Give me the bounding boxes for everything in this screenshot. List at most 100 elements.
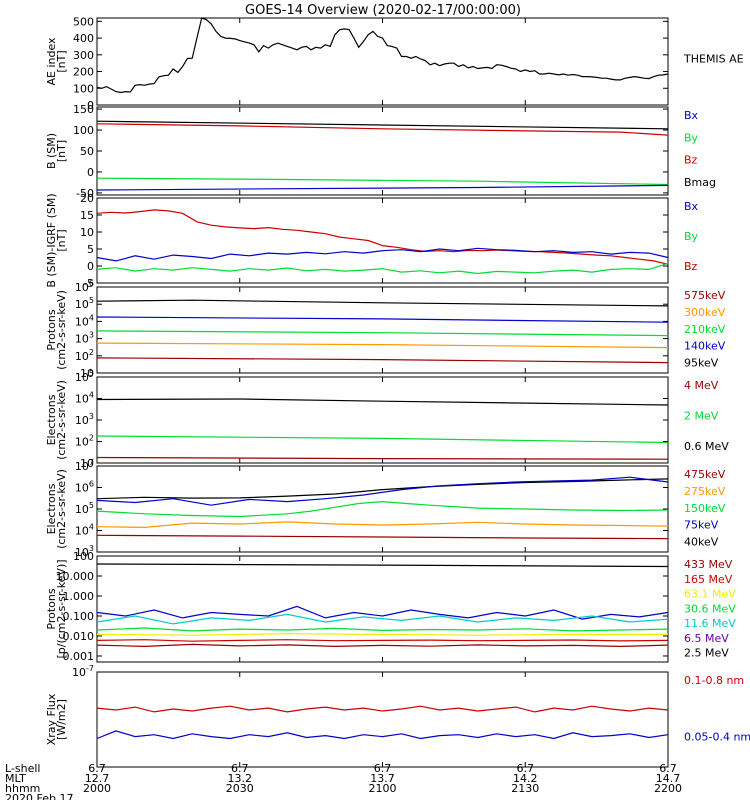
ephemeris-value: 6.7 <box>88 762 106 775</box>
y-axis-label: Electrons <box>45 483 58 534</box>
y-tick-label: 0 <box>87 166 94 179</box>
y-tick-label: 50 <box>80 145 94 158</box>
y-tick-label: 300 <box>73 49 94 62</box>
ephemeris-value: 13.2 <box>228 772 253 785</box>
legend-entry: Bz <box>684 154 698 167</box>
y-tick-label: 10-7 <box>72 664 94 679</box>
y-tick-label: 103 <box>75 331 94 346</box>
ephemeris-row-label: hhmm <box>5 782 40 795</box>
ephemeris-value: 2130 <box>511 782 539 795</box>
series-11-6-mev <box>96 613 669 625</box>
series-40kev <box>96 478 669 500</box>
chart-title: GOES-14 Overview (2020-02-17/00:00:00) <box>245 3 521 18</box>
panel-frame <box>96 197 669 284</box>
ephemeris-row-label: 2020 Feb 17 <box>5 792 73 800</box>
ephemeris-value: 6.7 <box>231 762 249 775</box>
series-433-mev <box>96 643 669 648</box>
panel-frame <box>96 465 669 553</box>
panel-xray: 10-7 Xray Flux[W/m2] 0.1-0.8 nm 0.05-0.4 nm <box>45 664 750 768</box>
y-axis-label: Electrons <box>45 394 58 445</box>
y-tick-label: 104 <box>75 313 94 328</box>
series-140kev <box>96 316 669 323</box>
panel-protons2: 0.001 0.010 0.100 1.000 10.000 100 Protons[p/(… <box>45 550 736 663</box>
panel-bsm: -50 0 50 100 150 B (SM)[nT] Bx By Bz Bmag <box>45 103 716 200</box>
y-axis-label: B (SM) <box>45 133 58 169</box>
series-bz <box>96 209 669 265</box>
y-tick-label: 400 <box>73 32 94 45</box>
y-tick-label: 0.010 <box>63 630 95 643</box>
legend-entry: 11.6 MeV <box>684 617 736 630</box>
legend-entry: 165 MeV <box>684 573 733 586</box>
series-0-1-0-8-nm <box>96 705 669 713</box>
legend-entry: 140keV <box>684 340 726 353</box>
series-475kev <box>96 534 669 540</box>
y-tick-label: 0 <box>87 260 94 273</box>
series-275kev <box>96 521 669 529</box>
y-tick-label: 107 <box>75 458 94 473</box>
series-575kev <box>96 357 669 364</box>
legend-entry: 0.05-0.4 nm <box>684 731 750 744</box>
series-95kev <box>96 299 669 307</box>
y-axis-label: [nT] <box>55 50 68 72</box>
y-tick-label: 103 <box>75 412 94 427</box>
series-bmag <box>96 120 669 130</box>
legend-entry: 30.6 MeV <box>684 602 736 615</box>
panel-ae: 0 100 200 300 400 500 AE index[nT] THEMIS AE <box>45 15 744 112</box>
y-tick-label: 102 <box>75 348 94 363</box>
y-tick-label: -50 <box>76 187 94 200</box>
y-axis-label: AE index <box>45 37 58 86</box>
series-bz <box>96 123 669 136</box>
ephemeris-value: 6.7 <box>517 762 535 775</box>
y-tick-label: 150 <box>73 103 94 116</box>
series-300kev <box>96 342 669 349</box>
legend-entry: THEMIS AE <box>683 53 744 66</box>
y-axis-label: Xray Flux <box>45 693 58 745</box>
y-tick-label: -5 <box>83 277 94 290</box>
series-30-6-mev <box>96 627 669 632</box>
panel-frame <box>96 671 669 768</box>
y-tick-label: 102 <box>75 434 94 449</box>
y-tick-label: 106 <box>75 480 94 495</box>
y-tick-label: 500 <box>73 15 94 28</box>
legend-entry: Bx <box>684 200 699 213</box>
series-bx <box>96 184 669 191</box>
legend-entry: 75keV <box>684 519 719 532</box>
ephemeris-value: 2100 <box>369 782 397 795</box>
legend-entry: 433 MeV <box>684 558 733 571</box>
panel-electrons1: 10 102 103 104 105 Electrons(cm2-s-sr-keV) 4 M… <box>45 369 729 470</box>
y-axis-label: (cm2-s-sr-keV) <box>55 469 68 549</box>
y-tick-label: 15 <box>80 209 94 222</box>
legend-entry: 2.5 MeV <box>684 647 729 660</box>
y-tick-label: 5 <box>87 243 94 256</box>
y-tick-label: 100 <box>73 82 94 95</box>
y-tick-label: 200 <box>73 66 94 79</box>
y-axis-label: [W/m2] <box>55 699 68 740</box>
y-tick-label: 105 <box>75 369 94 384</box>
series-2-5-mev <box>96 563 669 568</box>
series-bx <box>96 247 669 262</box>
ephemeris-value: 6.7 <box>374 762 392 775</box>
series-4-mev <box>96 456 669 460</box>
y-tick-label: 10.000 <box>56 570 95 583</box>
ephemeris-value: 14.7 <box>656 772 681 785</box>
y-axis-label: (cm2-s-sr-keV) <box>55 290 68 370</box>
panel-frame <box>96 106 669 196</box>
legend-entry: 300keV <box>684 306 726 319</box>
legend-entry: By <box>684 131 699 144</box>
legend-entry: 0.6 MeV <box>684 440 729 453</box>
ephemeris-value: 12.7 <box>85 772 110 785</box>
y-tick-label: 10 <box>80 457 94 470</box>
panel-bigrf: -5 0 5 10 15 20 B (SM)-IGRF (SM)[nT] Bx By Bz <box>45 192 699 290</box>
series-by <box>96 177 669 186</box>
y-tick-label: 104 <box>75 391 94 406</box>
y-tick-label: 20 <box>80 192 94 205</box>
y-tick-label: 10 <box>80 367 94 380</box>
ephemeris-value: 2030 <box>226 782 254 795</box>
y-tick-label: 0.100 <box>63 610 95 623</box>
series-ae <box>96 17 669 94</box>
legend-entry: 150keV <box>684 502 726 515</box>
panel-frame <box>96 17 669 106</box>
ephemeris-value: 13.7 <box>370 772 395 785</box>
legend-entry: Bmag <box>684 176 716 189</box>
